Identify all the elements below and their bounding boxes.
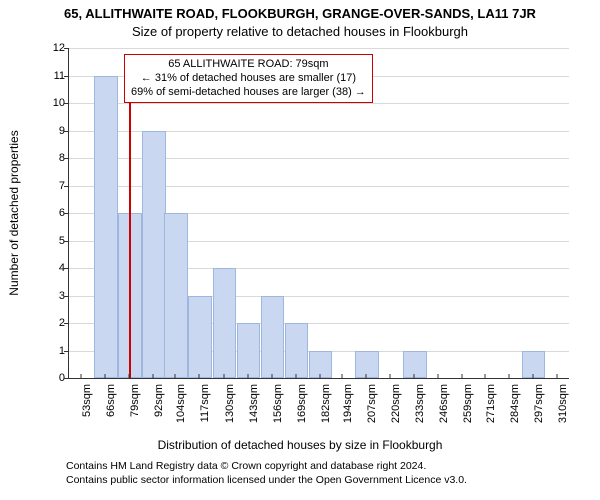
credits-line: Contains public sector information licen… (66, 474, 467, 488)
x-tick-mark (271, 374, 272, 379)
histogram-bar (164, 213, 188, 378)
plot-area: 012345678910111265 ALLITHWAITE ROAD: 79s… (68, 48, 569, 379)
x-tick-mark (153, 374, 154, 379)
x-tick-label: 233sqm (414, 384, 426, 423)
x-tick-label: 246sqm (438, 384, 450, 423)
x-tick-mark (105, 374, 106, 379)
x-tick-mark (175, 374, 176, 379)
x-tick-mark (223, 374, 224, 379)
x-tick-label: 92sqm (153, 384, 165, 417)
histogram-bar (355, 351, 379, 379)
y-tick-label: 3 (41, 290, 65, 302)
histogram-bar (261, 296, 285, 379)
x-tick-label: 53sqm (81, 384, 93, 417)
y-tick-label: 12 (41, 42, 65, 54)
y-tick-label: 4 (41, 262, 65, 274)
x-tick-label: 104sqm (175, 384, 187, 423)
x-tick-label: 130sqm (224, 384, 236, 423)
x-tick-mark (342, 374, 343, 379)
histogram-bar (522, 351, 546, 379)
y-axis-label: Number of detached properties (7, 130, 21, 295)
x-tick-label: 284sqm (509, 384, 521, 423)
y-tick-label: 8 (41, 152, 65, 164)
y-tick-label: 9 (41, 125, 65, 137)
x-tick-label: 182sqm (320, 384, 332, 423)
infobox-line: 69% of semi-detached houses are larger (… (131, 86, 366, 100)
gridline (69, 48, 569, 49)
x-tick-label: 194sqm (342, 384, 354, 423)
property-info-box: 65 ALLITHWAITE ROAD: 79sqm← 31% of detac… (124, 54, 373, 103)
x-tick-label: 220sqm (390, 384, 402, 423)
x-tick-mark (319, 374, 320, 379)
x-tick-mark (462, 374, 463, 379)
x-tick-label: 79sqm (129, 384, 141, 417)
credits-text: Contains HM Land Registry data © Crown c… (66, 460, 467, 487)
x-tick-label: 66sqm (105, 384, 117, 417)
histogram-bar (285, 323, 309, 378)
x-tick-label: 207sqm (366, 384, 378, 423)
x-tick-label: 297sqm (533, 384, 545, 423)
x-tick-mark (414, 374, 415, 379)
x-tick-mark (129, 374, 130, 379)
x-tick-label: 117sqm (199, 384, 211, 422)
x-tick-mark (438, 374, 439, 379)
histogram-bar (188, 296, 212, 379)
x-tick-mark (532, 374, 533, 379)
x-tick-mark (390, 374, 391, 379)
histogram-bar (237, 323, 261, 378)
x-tick-label: 169sqm (296, 384, 308, 423)
x-tick-label: 259sqm (462, 384, 474, 423)
y-tick-label: 7 (41, 180, 65, 192)
y-tick-label: 6 (41, 207, 65, 219)
x-tick-label: 156sqm (272, 384, 284, 423)
y-tick-label: 11 (41, 70, 65, 82)
infobox-line: 65 ALLITHWAITE ROAD: 79sqm (131, 58, 366, 72)
histogram-bar (213, 268, 237, 378)
x-tick-mark (484, 374, 485, 379)
credits-line: Contains HM Land Registry data © Crown c… (66, 460, 467, 474)
chart-subtitle: Size of property relative to detached ho… (0, 24, 600, 39)
x-tick-mark (508, 374, 509, 379)
x-tick-mark (295, 374, 296, 379)
x-tick-label: 271sqm (485, 384, 497, 423)
x-axis-label: Distribution of detached houses by size … (0, 438, 600, 452)
chart-title-address: 65, ALLITHWAITE ROAD, FLOOKBURGH, GRANGE… (0, 6, 600, 21)
x-axis-tick-area: 53sqm 66sqm 79sqm 92sqm 104sqm 117sqm 130sqm 14… (68, 380, 568, 440)
x-tick-mark (366, 374, 367, 379)
property-marker-line (129, 68, 131, 378)
x-tick-mark (247, 374, 248, 379)
y-tick-label: 0 (41, 372, 65, 384)
x-tick-label: 143sqm (248, 384, 260, 423)
histogram-bar (94, 76, 118, 379)
histogram-bar (142, 131, 166, 379)
x-tick-mark (199, 374, 200, 379)
histogram-bar (403, 351, 427, 379)
infobox-line: ← 31% of detached houses are smaller (17… (131, 72, 366, 86)
y-tick-label: 10 (41, 97, 65, 109)
x-tick-mark (80, 374, 81, 379)
chart-container: 65, ALLITHWAITE ROAD, FLOOKBURGH, GRANGE… (0, 0, 600, 500)
x-tick-mark (556, 374, 557, 379)
x-tick-label: 310sqm (557, 384, 569, 423)
y-tick-label: 1 (41, 345, 65, 357)
histogram-bar (309, 351, 333, 379)
y-tick-label: 5 (41, 235, 65, 247)
y-tick-label: 2 (41, 317, 65, 329)
